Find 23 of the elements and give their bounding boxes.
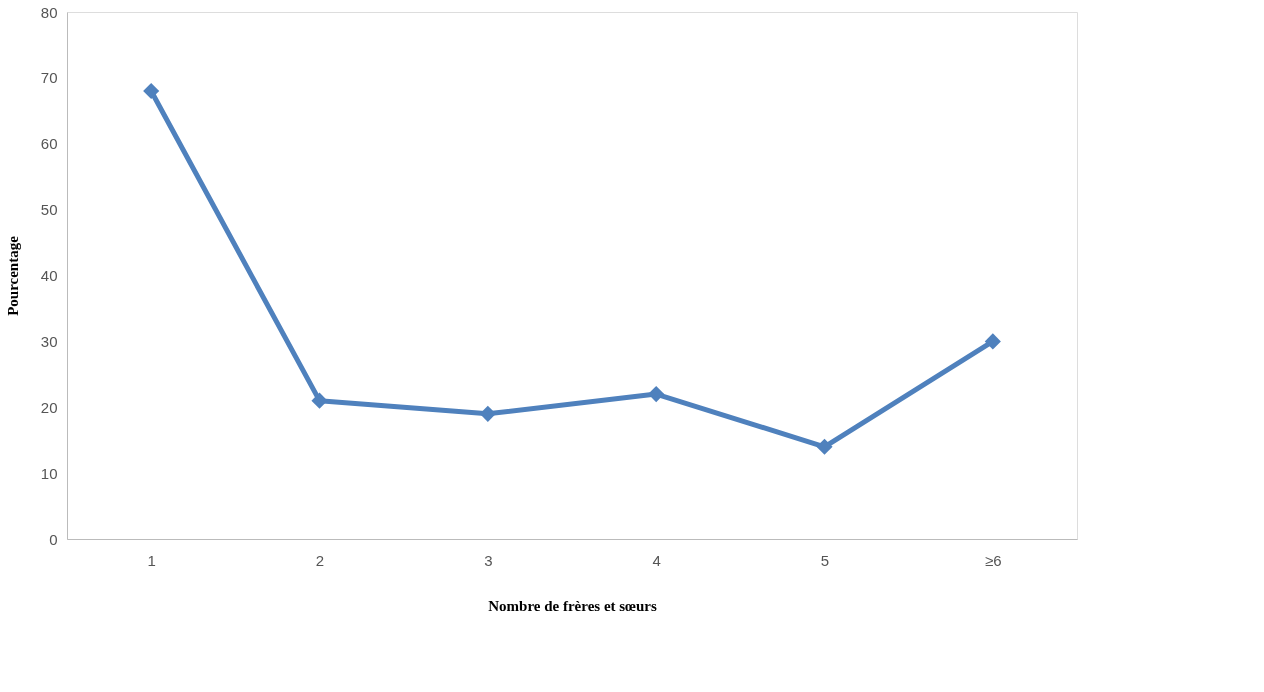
y-tick-label: 10 [40, 464, 58, 482]
point [311, 392, 328, 409]
x-tick-label: 1 [147, 551, 156, 569]
point [648, 386, 665, 403]
y-tick-label: 0 [49, 530, 58, 548]
x-tick-label: 2 [315, 551, 325, 569]
x-tick-label: 4 [652, 551, 661, 569]
x-tick-label: 3 [484, 551, 493, 569]
y-tick-label: 70 [40, 69, 58, 87]
y-tick-label: 50 [40, 201, 58, 219]
point [816, 438, 833, 455]
y-axis-title: Pourcentage [4, 235, 21, 316]
point [143, 82, 160, 100]
point [479, 405, 496, 422]
point [984, 333, 1001, 350]
y-tick-label: 80 [40, 3, 58, 21]
y-tick-label: 60 [40, 135, 58, 153]
y-tick-label: 20 [40, 398, 58, 416]
y-tick-label: 40 [40, 267, 58, 284]
x-tick-label: ≥6 [985, 551, 1002, 569]
x-tick-label: 5 [820, 551, 830, 569]
x-axis-title: Nombre de frères et sœurs [488, 597, 657, 614]
y-tick-label: 30 [40, 332, 58, 350]
